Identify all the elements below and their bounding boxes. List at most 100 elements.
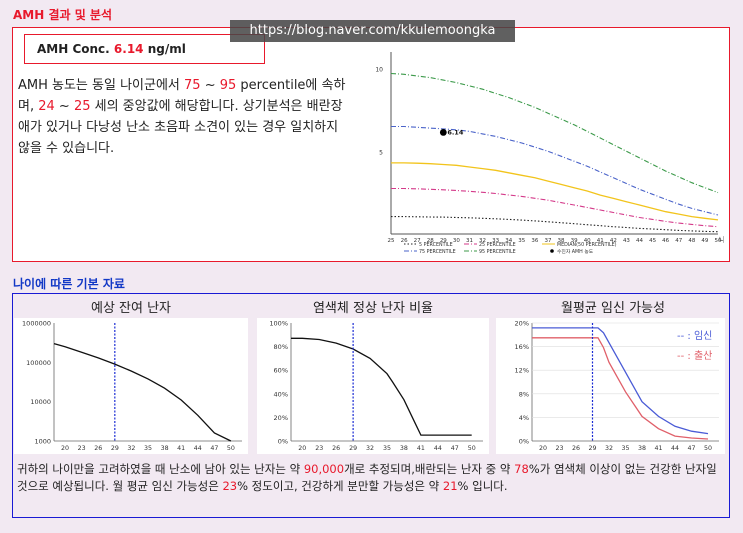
x-tick-label: 26: [332, 445, 340, 452]
summary-part: % 정도이고, 건강하게 분만할 가능성은 약: [237, 479, 443, 493]
x-tick-label: 32: [479, 238, 486, 244]
analysis-text-part: 세의 중앙값에 해당합니다. 상기분석은 배란장애가 있거나 다낭성 난소 초음…: [18, 99, 343, 156]
x-tick-label: 41: [654, 445, 662, 452]
x-tick-label: 28: [427, 238, 434, 244]
y-tick-label: 4%: [519, 414, 529, 422]
section-title-amh-result: AMH 결과 및 분석: [13, 8, 113, 22]
x-tick-label: 20: [298, 445, 306, 452]
x-tick-label: 23: [555, 445, 563, 452]
y-tick-label: 40%: [274, 390, 288, 398]
x-tick-label: 44: [671, 445, 679, 452]
y-tick-label: 20%: [515, 320, 529, 328]
x-tick-label: 26: [94, 445, 102, 452]
data-line-0: [532, 327, 709, 435]
summary-text: 귀하의 나이만을 고려하였을 때 난소에 남아 있는 난자는 약 90,000개…: [17, 461, 717, 495]
y-tick-label: 80%: [274, 343, 288, 351]
x-tick-label: 45: [649, 238, 656, 244]
summary-part: %가 염색체 이상이 없는 건강한 난자일 것으로 예상됩니다. 월 평균 임신…: [17, 462, 717, 493]
remaining-eggs-value: 90,000: [303, 462, 345, 476]
patient-amh-label: 6.14: [447, 128, 464, 136]
analysis-text-part: AMH 농도는 동일 나이군에서: [18, 78, 185, 93]
x-tick-label: 32: [366, 445, 374, 452]
analysis-text-part: ~: [200, 78, 220, 93]
chart-title-remaining-eggs: 예상 잔여 난자: [90, 301, 172, 316]
data-line-0: [53, 342, 232, 442]
x-tick-label: 20: [61, 445, 69, 452]
y-tick-label: 5: [379, 149, 383, 156]
x-tick-label: 38: [558, 238, 565, 244]
median-age-high: 25: [73, 99, 91, 114]
amh-concentration-box: AMH Conc. 6.14 ng/ml: [24, 34, 265, 64]
x-tick-label: 29: [588, 445, 596, 452]
y-tick-label: 100%: [269, 320, 288, 328]
amh-conc-value: 6.14: [113, 42, 144, 56]
x-tick-label: 49: [701, 238, 708, 244]
x-tick-label: 25: [388, 238, 395, 244]
percentile-line-1: [391, 125, 719, 216]
section-title-age-data: 나이에 따른 기본 자료: [13, 277, 125, 291]
monthly-pregnancy-chart: 0% 4% 8% 12% 16% 20% 20 23 26 29 32 35 38 41 44 47 50 -- …: [496, 318, 725, 454]
y-tick-label: 8%: [519, 390, 529, 398]
y-tick-label: 1000: [34, 438, 51, 446]
x-tick-label: 26: [401, 238, 408, 244]
x-tick-label: 39: [571, 238, 578, 244]
x-tick-label: 47: [210, 445, 218, 452]
legend-point-marker: [550, 249, 554, 253]
x-tick-label: 23: [315, 445, 323, 452]
pregnancy-rate-value: 23: [222, 479, 238, 493]
y-tick-label: 100000: [26, 359, 51, 367]
x-tick-label: 36: [531, 238, 538, 244]
x-tick-label: 44: [194, 445, 202, 452]
y-tick-label: 1000000: [22, 320, 51, 328]
x-tick-label: 32: [127, 445, 135, 452]
x-tick-label: 30: [453, 238, 460, 244]
x-tick-label: 32: [605, 445, 613, 452]
remaining-eggs-chart: 1000 10000 100000 1000000 20 23 26 29 32 35 38 41 44…: [14, 318, 248, 454]
x-tick-label: 34: [505, 238, 512, 244]
x-tick-label: 23: [78, 445, 86, 452]
y-tick-label: 60%: [274, 367, 288, 375]
x-tick-label: 50: [715, 238, 722, 244]
normal-egg-ratio-value: 78: [514, 462, 529, 476]
chart-title-monthly-pregnancy: 월평균 임신 가능성: [561, 301, 665, 316]
legend-label: 95 PERCENTILE: [479, 249, 516, 255]
legend-label: -- : 출산: [677, 350, 712, 362]
x-tick-label: 41: [177, 445, 185, 452]
legend-label: 25 PERCENTILE: [479, 242, 516, 248]
birth-rate-value: 21: [442, 479, 458, 493]
x-tick-label: 35: [383, 445, 391, 452]
percentile-line-0: [390, 72, 719, 194]
data-line-0: [291, 337, 472, 436]
x-tick-label: 50: [704, 445, 712, 452]
y-tick-label: 10: [375, 67, 383, 74]
x-tick-label: 26: [572, 445, 580, 452]
x-tick-label: 41: [417, 445, 425, 452]
x-tick-label: 48: [688, 238, 695, 244]
amh-percentile-chart: 5 10 25 26 27 28 29 30 31 32 33 34 35 36 37 38 39 40 41 42 4…: [375, 52, 724, 255]
x-tick-label: 46: [662, 238, 669, 244]
summary-part: 개로 추정되며,배란되는 난자 중 약: [344, 462, 515, 476]
x-tick-label: 20: [539, 445, 547, 452]
x-tick-label: 33: [492, 238, 499, 244]
percentile-low: 75: [184, 78, 201, 93]
percentile-line-2: [391, 162, 719, 221]
x-tick-label: 41: [597, 238, 604, 244]
summary-part: % 입니다.: [457, 479, 508, 493]
blog-url-watermark: https://blog.naver.com/kkulemoongka: [230, 20, 515, 42]
x-tick-label: 47: [451, 445, 459, 452]
percentile-high: 95: [219, 78, 237, 93]
chart-title-normal-egg-ratio: 염색체 정상 난자 비율: [312, 301, 434, 316]
age-data-panel: 예상 잔여 난자 염색체 정상 난자 비율 월평균 임신 가능성 1000 100…: [12, 293, 730, 518]
summary-part: 귀하의 나이만을 고려하였을 때 난소에 남아 있는 난자는 약: [17, 462, 304, 476]
y-tick-label: 10000: [30, 398, 51, 406]
normal-egg-ratio-chart: 0% 20% 40% 60% 80% 100% 20 23 26 29 32 35 38 41 44 47 50: [257, 318, 489, 454]
percentile-line-4: [391, 216, 719, 233]
analysis-text: AMH 농도는 동일 나이군에서 75 ~ 95 percentile에 속하며…: [18, 75, 348, 159]
x-tick-label: 38: [161, 445, 169, 452]
x-tick-label: 40: [584, 238, 591, 244]
y-tick-label: 16%: [515, 343, 529, 351]
legend-label: 5 PERCENTILE: [419, 242, 453, 248]
x-axis-label: 나이: [719, 235, 724, 244]
legend-label: 75 PERCENTILE: [419, 249, 456, 255]
median-age-low: 24: [38, 99, 55, 114]
